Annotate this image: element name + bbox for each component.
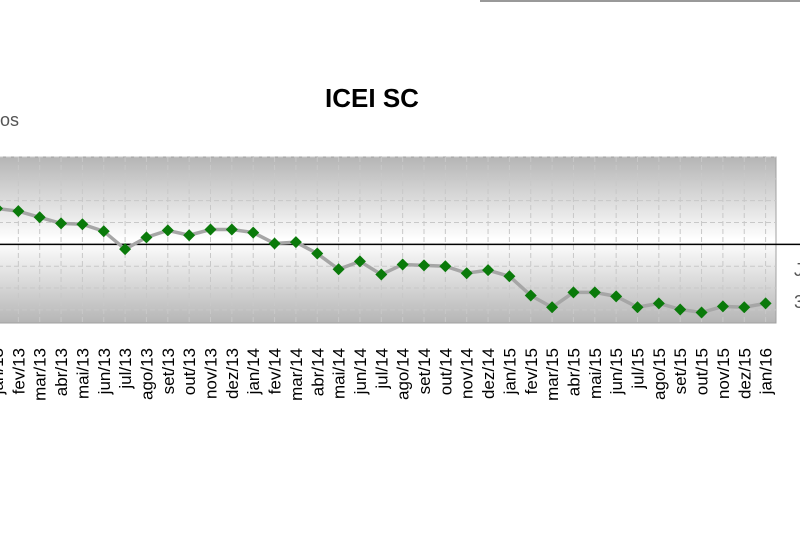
x-tick-label: abr/13 bbox=[52, 348, 71, 396]
x-tick-label: ago/15 bbox=[650, 348, 669, 400]
x-tick-label: fev/14 bbox=[266, 348, 285, 394]
data-point bbox=[375, 268, 388, 281]
data-point bbox=[0, 205, 3, 212]
data-point bbox=[161, 224, 174, 237]
data-point bbox=[652, 297, 665, 310]
data-point bbox=[546, 301, 559, 314]
x-tick-label: ago/13 bbox=[137, 348, 156, 400]
data-point bbox=[289, 236, 302, 249]
data-point bbox=[460, 267, 473, 280]
data-point bbox=[76, 218, 89, 231]
data-point bbox=[225, 223, 238, 236]
x-tick-label: out/14 bbox=[436, 348, 455, 395]
data-point bbox=[631, 301, 644, 314]
data-point bbox=[332, 263, 345, 276]
data-point bbox=[418, 259, 430, 272]
x-tick-label: fev/15 bbox=[522, 348, 541, 394]
x-tick-label: set/13 bbox=[159, 348, 178, 394]
x-tick-label: jun/15 bbox=[607, 348, 626, 395]
data-point bbox=[524, 289, 537, 302]
data-point bbox=[55, 217, 68, 230]
x-tick-label: ago/14 bbox=[394, 348, 413, 400]
x-tick-label: jul/14 bbox=[372, 348, 391, 390]
x-tick-label: nov/13 bbox=[202, 348, 221, 399]
chart-title: ICEI SC bbox=[325, 83, 419, 113]
x-tick-label: dez/15 bbox=[735, 348, 754, 399]
x-tick-label: out/13 bbox=[180, 348, 199, 395]
data-point bbox=[567, 286, 580, 299]
data-point bbox=[503, 270, 516, 283]
x-tick-label: dez/13 bbox=[223, 348, 242, 399]
x-tick-label: fev/13 bbox=[9, 348, 28, 394]
cropped-text: J bbox=[794, 260, 800, 280]
x-tick-label: abr/14 bbox=[308, 348, 327, 396]
cropped-text: 3 bbox=[794, 292, 800, 312]
data-point bbox=[268, 237, 281, 250]
data-point bbox=[33, 211, 46, 224]
x-tick-label: nov/15 bbox=[714, 348, 733, 399]
data-point bbox=[353, 255, 366, 268]
x-tick-label: mar/15 bbox=[543, 348, 562, 401]
x-tick-label: jun/13 bbox=[95, 348, 114, 395]
x-tick-label: abr/15 bbox=[564, 348, 583, 396]
data-point bbox=[674, 303, 687, 316]
data-point bbox=[588, 286, 601, 299]
x-tick-label: jun/14 bbox=[351, 348, 370, 395]
x-tick-label: dez/14 bbox=[479, 348, 498, 399]
x-tick-label: jan/15 bbox=[500, 348, 519, 395]
data-point bbox=[119, 243, 132, 256]
data-point bbox=[97, 225, 110, 238]
x-tick-label: set/14 bbox=[415, 348, 434, 394]
data-point bbox=[140, 231, 153, 244]
x-tick-label: mai/15 bbox=[586, 348, 605, 399]
data-point bbox=[247, 226, 260, 239]
x-tick-label: mai/14 bbox=[330, 348, 349, 399]
data-point bbox=[738, 301, 751, 314]
x-tick-label: jan/16 bbox=[757, 348, 776, 395]
x-tick-label: mar/13 bbox=[31, 348, 50, 401]
x-tick-label: nov/14 bbox=[458, 348, 477, 399]
data-point bbox=[204, 223, 217, 236]
x-tick-label: out/15 bbox=[693, 348, 712, 395]
x-tick-label: mar/14 bbox=[287, 348, 306, 401]
x-tick-label: jan/14 bbox=[244, 348, 263, 395]
data-point bbox=[759, 297, 772, 310]
x-tick-label: set/15 bbox=[671, 348, 690, 394]
x-tick-label: mai/13 bbox=[73, 348, 92, 399]
data-point bbox=[482, 264, 495, 277]
cropped-text: os bbox=[0, 110, 19, 130]
x-tick-label: jul/13 bbox=[116, 348, 135, 390]
x-tick-label: jul/15 bbox=[629, 348, 648, 390]
x-tick-label: jan/13 bbox=[0, 348, 7, 395]
data-point bbox=[396, 258, 409, 271]
data-point bbox=[183, 229, 196, 242]
plot-area bbox=[0, 156, 777, 324]
data-point bbox=[311, 247, 324, 260]
data-point bbox=[716, 300, 729, 313]
data-point bbox=[12, 205, 25, 218]
data-point bbox=[695, 306, 708, 319]
data-point bbox=[610, 290, 623, 303]
data-point bbox=[439, 260, 452, 273]
